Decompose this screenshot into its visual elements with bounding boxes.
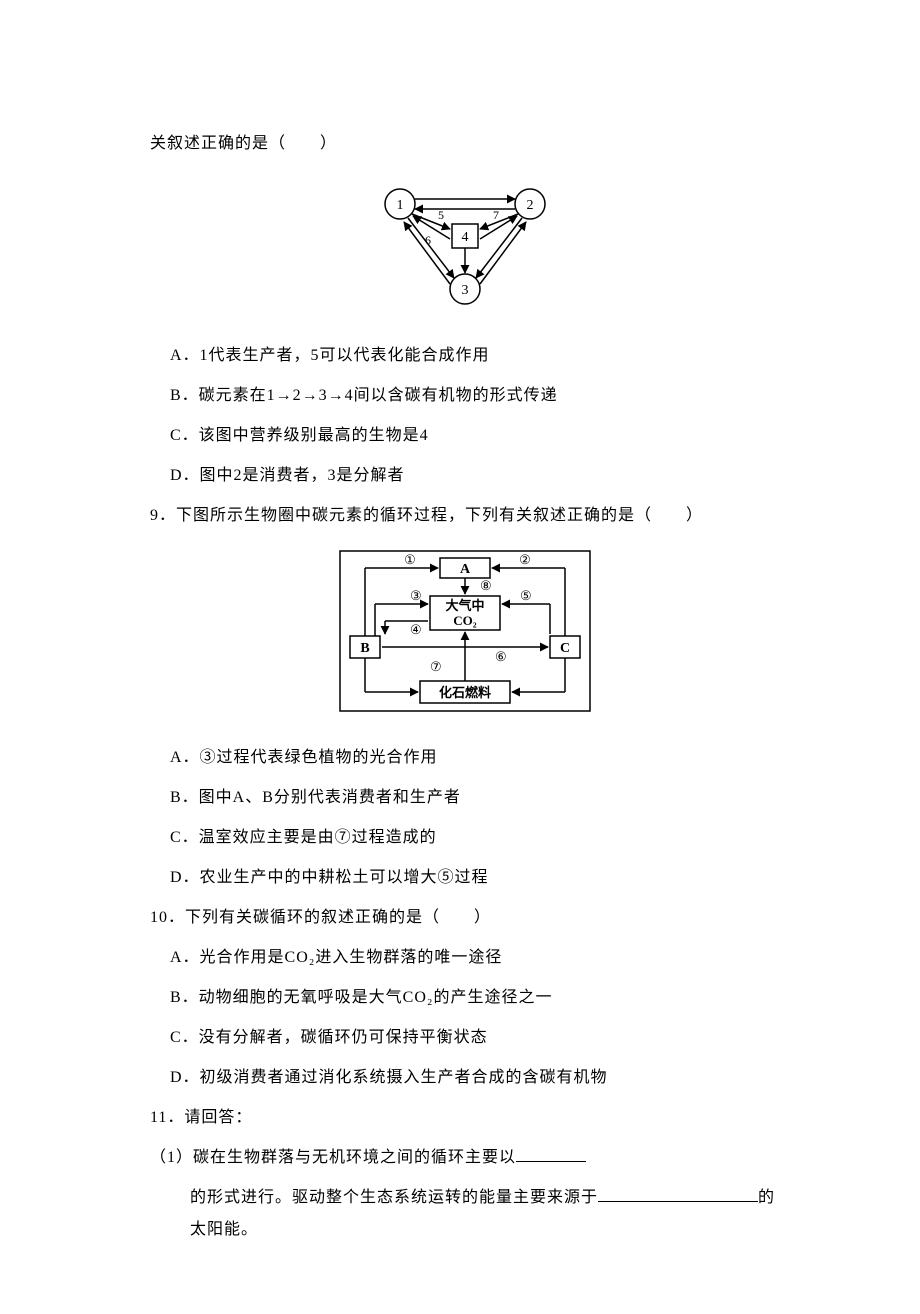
label-6: ⑥ [495, 649, 507, 664]
q9-diagram: A 大气中 CO₂ B C 化石燃料 ① ② ⑧ [150, 546, 780, 728]
edge-label-5: 5 [438, 208, 444, 222]
label-3: ③ [410, 588, 422, 603]
edge-label-7: 7 [493, 208, 499, 222]
q8-option-b: B．碳元素在1→2→3→4间以含碳有机物的形式传递 [150, 380, 780, 412]
label-7: ⑦ [430, 659, 442, 674]
box-fossil: 化石燃料 [439, 685, 491, 700]
q9-option-d: D．农业生产中的中耕松土可以增大⑤过程 [150, 862, 780, 894]
node-4: 4 [462, 230, 469, 245]
q8-diagram: 1 2 3 4 5 6 7 [150, 174, 780, 326]
node-2: 2 [527, 198, 534, 213]
q9-stem: 9．下图所示生物圈中碳元素的循环过程，下列有关叙述正确的是（ ） [150, 500, 780, 532]
q11-p1a: （1）碳在生物群落与无机环境之间的循环主要以 [150, 1149, 516, 1166]
q11-p1b: 的形式进行。驱动整个生态系统运转的能量主要来源于 [190, 1189, 598, 1206]
q9-option-a: A．③过程代表绿色植物的光合作用 [150, 742, 780, 774]
q8-lead: 关叙述正确的是（ ） [150, 128, 780, 160]
label-4: ④ [410, 622, 422, 637]
q10-option-c: C．没有分解者，碳循环仍可保持平衡状态 [150, 1022, 780, 1054]
q8-option-a: A．1代表生产者，5可以代表化能合成作用 [150, 340, 780, 372]
box-center-bottom: CO₂ [453, 613, 477, 628]
q9-option-b: B．图中A、B分别代表消费者和生产者 [150, 782, 780, 814]
blank-2[interactable] [598, 1185, 758, 1202]
box-a: A [460, 562, 471, 577]
label-8: ⑧ [480, 578, 492, 593]
q10-option-a: A．光合作用是CO₂进入生物群落的唯一途径 [150, 942, 780, 974]
box-center-top: 大气中 [445, 598, 484, 613]
box-b: B [360, 641, 369, 656]
blank-1[interactable] [516, 1145, 586, 1162]
q10-option-d: D．初级消费者通过消化系统摄入生产者合成的含碳有机物 [150, 1062, 780, 1094]
node-3: 3 [462, 283, 469, 298]
q8-option-c: C．该图中营养级别最高的生物是4 [150, 420, 780, 452]
q11-part1-line2: 的形式进行。驱动整个生态系统运转的能量主要来源于的太阳能。 [150, 1182, 780, 1246]
q11-part1-line1: （1）碳在生物群落与无机环境之间的循环主要以 [150, 1142, 780, 1174]
label-1: ① [404, 552, 416, 567]
q10-stem: 10．下列有关碳循环的叙述正确的是（ ） [150, 902, 780, 934]
q8-option-d: D．图中2是消费者，3是分解者 [150, 460, 780, 492]
q11-stem: 11．请回答： [150, 1102, 780, 1134]
label-5: ⑤ [520, 588, 532, 603]
q9-option-c: C．温室效应主要是由⑦过程造成的 [150, 822, 780, 854]
node-1: 1 [397, 198, 404, 213]
label-2: ② [519, 552, 531, 567]
q10-option-b: B．动物细胞的无氧呼吸是大气CO₂的产生途径之一 [150, 982, 780, 1014]
box-c: C [560, 641, 570, 656]
